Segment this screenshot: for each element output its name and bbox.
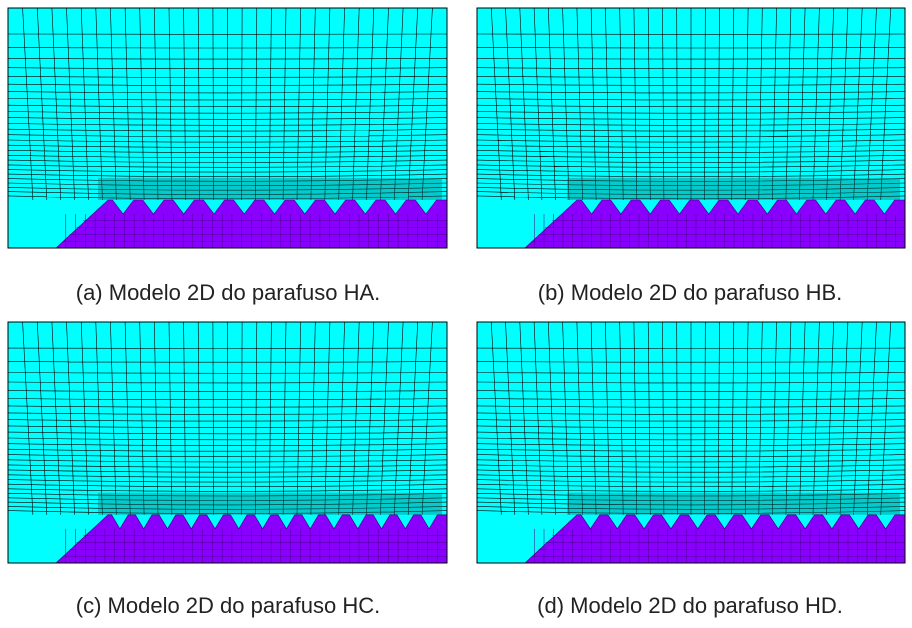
mesh-panel [477, 8, 905, 248]
mesh-panel [8, 8, 447, 248]
figure: (a) Modelo 2D do parafuso HA. (b) Modelo… [0, 0, 912, 628]
caption: (c) Modelo 2D do parafuso HC. [76, 593, 380, 618]
mesh-panel [8, 322, 447, 563]
fine-mesh [567, 178, 900, 200]
fine-mesh [98, 493, 442, 515]
caption: (a) Modelo 2D do parafuso HA. [76, 280, 381, 305]
caption: (b) Modelo 2D do parafuso HB. [538, 280, 843, 305]
mesh-panel [477, 322, 905, 563]
fine-mesh [567, 493, 900, 515]
fine-mesh [98, 178, 442, 200]
caption: (d) Modelo 2D do parafuso HD. [537, 593, 843, 618]
